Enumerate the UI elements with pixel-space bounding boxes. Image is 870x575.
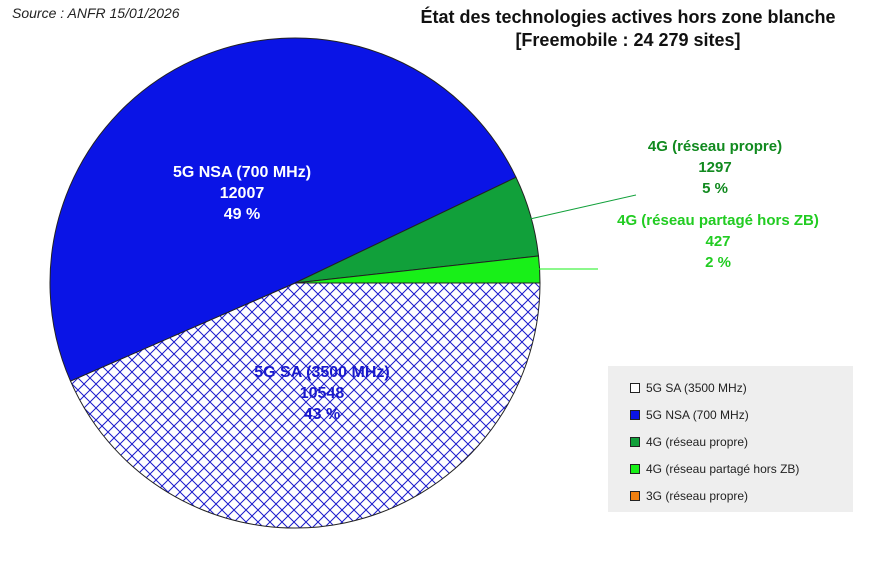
source-note: Source : ANFR 15/01/2026 bbox=[12, 5, 180, 21]
chart-title: État des technologies actives hors zone … bbox=[348, 6, 870, 52]
legend-swatch-1 bbox=[630, 409, 640, 420]
legend-item-3: 4G (réseau partagé hors ZB) bbox=[608, 455, 853, 482]
slice-label-2-0: 4G (réseau propre) bbox=[648, 138, 782, 155]
leader-line-2 bbox=[529, 194, 637, 220]
slice-label-3-1: 427 bbox=[705, 233, 730, 250]
slice-label-1-1: 12007 bbox=[220, 185, 265, 202]
slice-label-0-0: 5G SA (3500 MHz) bbox=[254, 364, 389, 381]
pie-slice-0 bbox=[69, 282, 541, 529]
slice-label-1-2: 49 % bbox=[224, 206, 260, 223]
slice-label-0-2: 43 % bbox=[304, 406, 340, 423]
legend-item-1: 5G NSA (700 MHz) bbox=[608, 401, 853, 428]
slice-label-3-0: 4G (réseau partagé hors ZB) bbox=[617, 212, 819, 229]
chart-title-line2: [Freemobile : 24 279 sites] bbox=[515, 30, 741, 50]
legend-label-4: 3G (réseau propre) bbox=[646, 488, 749, 503]
legend-label-3: 4G (réseau partagé hors ZB) bbox=[646, 461, 800, 476]
pie-slice-1 bbox=[49, 37, 517, 382]
slice-label-2-2: 5 % bbox=[702, 180, 728, 197]
legend-label-1: 5G NSA (700 MHz) bbox=[646, 407, 749, 422]
chart-legend: 5G SA (3500 MHz) 5G NSA (700 MHz) 4G (rése… bbox=[608, 366, 853, 512]
legend-item-4: 3G (réseau propre) bbox=[608, 482, 853, 509]
legend-swatch-3 bbox=[630, 463, 640, 474]
legend-item-2: 4G (réseau propre) bbox=[608, 428, 853, 455]
legend-swatch-4 bbox=[630, 490, 640, 501]
slice-label-1-0: 5G NSA (700 MHz) bbox=[173, 164, 311, 181]
slice-label-0-1: 10548 bbox=[300, 385, 345, 402]
slice-label-3-2: 2 % bbox=[705, 254, 731, 271]
legend-item-0: 5G SA (3500 MHz) bbox=[608, 374, 853, 401]
legend-swatch-2 bbox=[630, 436, 640, 447]
legend-label-0: 5G SA (3500 MHz) bbox=[646, 380, 747, 395]
legend-swatch-0 bbox=[630, 382, 640, 393]
legend-label-2: 4G (réseau propre) bbox=[646, 434, 749, 449]
chart-title-line1: État des technologies actives hors zone … bbox=[420, 7, 836, 27]
slice-label-2-1: 1297 bbox=[698, 159, 731, 176]
